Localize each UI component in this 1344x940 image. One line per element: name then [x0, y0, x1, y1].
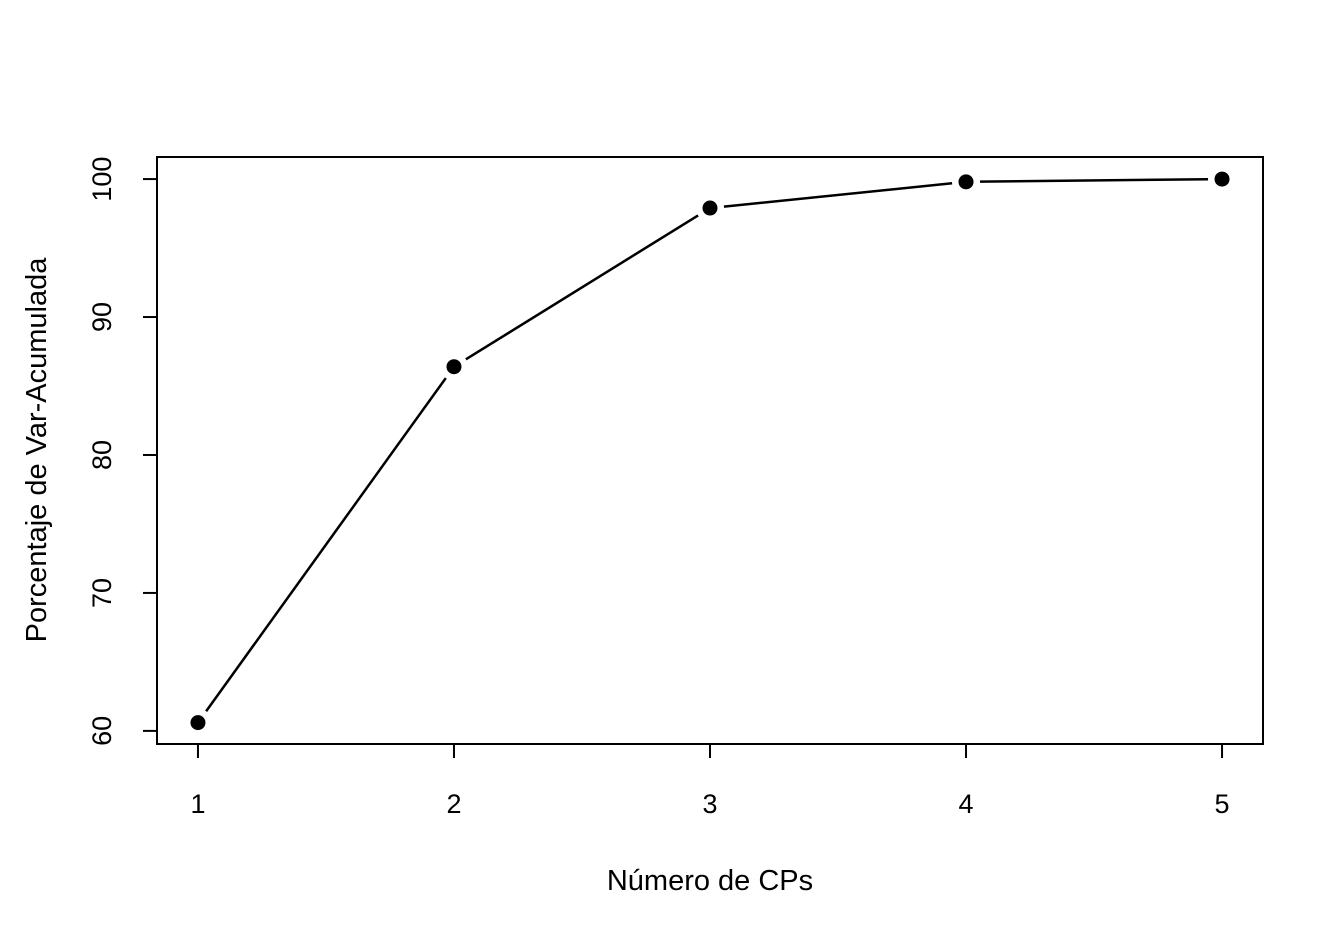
x-tick-label: 4: [959, 789, 974, 819]
series-segment: [980, 177, 1209, 183]
x-axis-title: Número de CPs: [607, 865, 813, 897]
series-line: [205, 177, 1209, 712]
data-point: [190, 715, 206, 731]
x-tick-label: 3: [702, 789, 717, 819]
series-points: [190, 171, 1230, 731]
y-tick-label: 100: [87, 157, 117, 202]
y-tick-label: 60: [87, 716, 117, 746]
data-point: [446, 359, 462, 375]
x-tick-label: 1: [190, 789, 205, 819]
series-segment: [723, 182, 953, 208]
data-point: [958, 174, 974, 190]
data-point: [702, 200, 718, 216]
y-tick-label: 80: [87, 440, 117, 470]
plot-frame: [156, 156, 1264, 745]
y-axis: 60 70 80 90 100: [87, 157, 158, 746]
y-tick-label: 70: [87, 578, 117, 608]
data-point: [1214, 171, 1230, 187]
x-tick-label: 5: [1215, 789, 1230, 819]
series-segment: [465, 214, 699, 361]
y-tick-label: 90: [87, 302, 117, 332]
series-segment: [205, 377, 447, 712]
x-tick-label: 2: [446, 789, 461, 819]
x-axis: 1 2 3 4 5: [190, 743, 1230, 819]
y-axis-title: Porcentaje de Var-Acumulada: [21, 257, 53, 643]
